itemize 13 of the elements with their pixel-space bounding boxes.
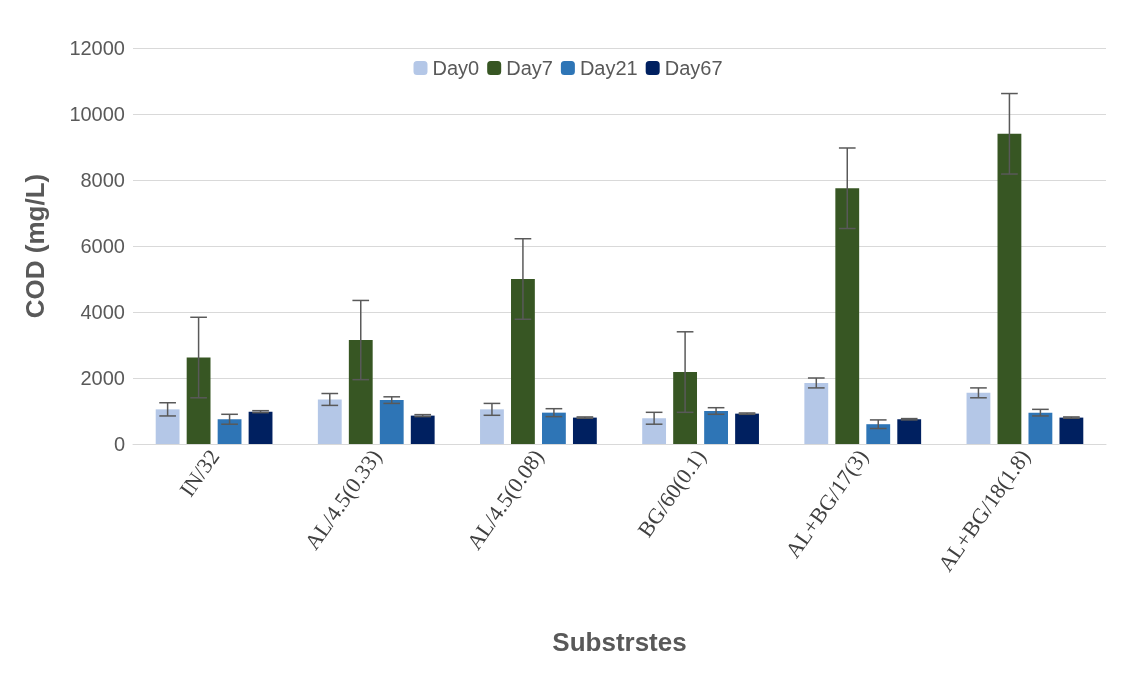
- legend-label: Day0: [432, 57, 480, 79]
- legend-label: Day21: [579, 57, 638, 79]
- y-tick-label: 2000: [80, 367, 125, 389]
- legend-label: Day67: [664, 57, 723, 79]
- y-axis-title: COD (mg/L): [20, 173, 50, 319]
- y-tick-label: 0: [113, 433, 125, 455]
- y-tick-label: 12000: [69, 37, 125, 59]
- legend-label: Day7: [506, 57, 553, 79]
- y-tick-label: 6000: [80, 235, 125, 257]
- y-tick-label: 8000: [80, 169, 125, 191]
- y-tick-label: 4000: [80, 301, 125, 323]
- x-axis-title: Substrstes: [552, 627, 687, 657]
- y-tick-label: 10000: [69, 103, 125, 125]
